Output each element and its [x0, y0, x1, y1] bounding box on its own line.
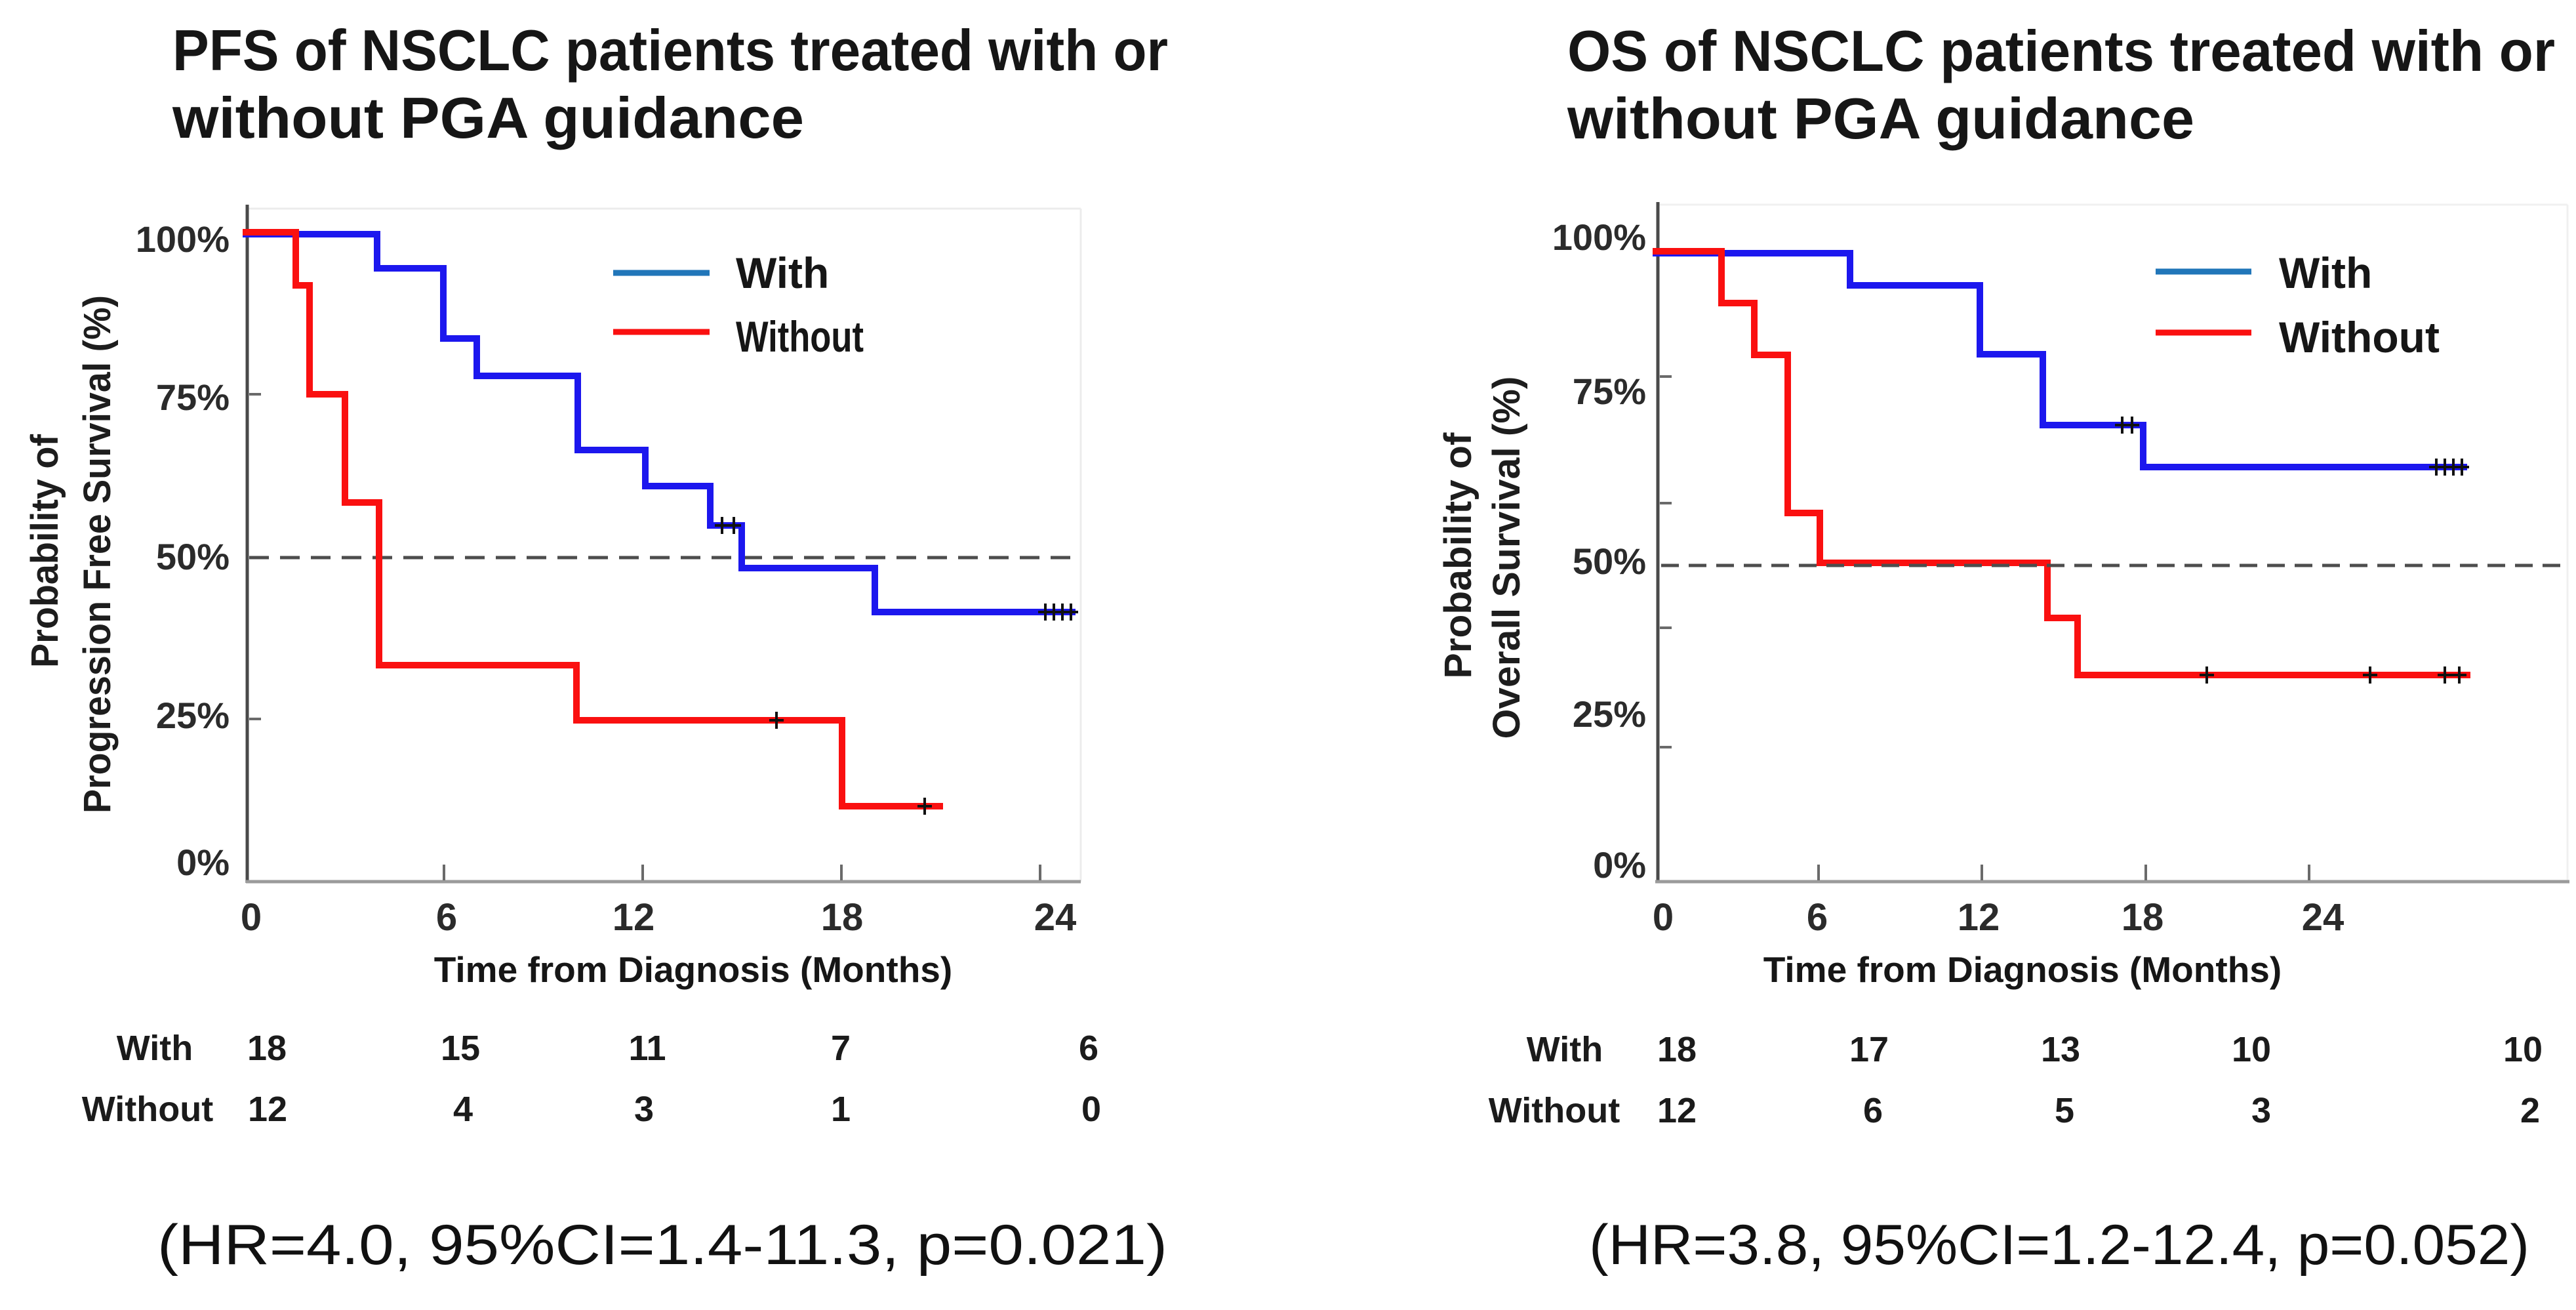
svg-text:With: With	[117, 1029, 193, 1068]
svg-text:50%: 50%	[1573, 541, 1646, 582]
svg-text:Time from Diagnosis (Months): Time from Diagnosis (Months)	[434, 949, 952, 990]
svg-text:75%: 75%	[156, 377, 230, 418]
svg-text:6: 6	[1863, 1091, 1883, 1130]
svg-text:100%: 100%	[136, 218, 230, 260]
svg-text:7: 7	[831, 1029, 851, 1068]
svg-text:3: 3	[634, 1090, 654, 1129]
svg-text:0%: 0%	[1593, 844, 1646, 886]
svg-text:12: 12	[248, 1090, 287, 1129]
svg-text:6: 6	[1079, 1029, 1098, 1068]
svg-text:25%: 25%	[156, 695, 230, 736]
svg-text:50%: 50%	[156, 536, 230, 577]
svg-text:18: 18	[1657, 1030, 1697, 1069]
svg-text:100%: 100%	[1552, 216, 1646, 258]
svg-text:0: 0	[1653, 896, 1674, 939]
svg-text:With: With	[736, 249, 829, 297]
svg-text:(HR=3.8, 95%CI=1.2-12.4, p=0.0: (HR=3.8, 95%CI=1.2-12.4, p=0.052)	[1589, 1214, 2529, 1277]
svg-text:10: 10	[2503, 1030, 2543, 1069]
svg-text:3: 3	[2251, 1091, 2271, 1130]
svg-text:17: 17	[1849, 1030, 1889, 1069]
svg-text:1: 1	[831, 1090, 851, 1129]
svg-text:24: 24	[1034, 896, 1077, 939]
svg-text:4: 4	[453, 1090, 473, 1129]
svg-text:(HR=4.0, 95%CI=1.4-11.3, p=0.0: (HR=4.0, 95%CI=1.4-11.3, p=0.021)	[157, 1214, 1167, 1277]
svg-text:Time from Diagnosis (Months): Time from Diagnosis (Months)	[1763, 949, 2282, 990]
svg-text:Without: Without	[736, 312, 864, 361]
svg-text:12: 12	[1958, 896, 2000, 939]
svg-text:PFS of NSCLC patients treated: PFS of NSCLC patients treated with or	[172, 18, 1168, 83]
svg-text:Without: Without	[1489, 1091, 1620, 1130]
svg-text:Progression Free Survival (%): Progression Free Survival (%)	[76, 295, 119, 813]
svg-text:0%: 0%	[176, 842, 230, 883]
svg-text:With: With	[2279, 249, 2372, 297]
svg-text:With: With	[1527, 1030, 1603, 1069]
svg-text:Without: Without	[2279, 313, 2440, 361]
svg-text:2: 2	[2520, 1091, 2540, 1130]
svg-text:12: 12	[1657, 1091, 1697, 1130]
svg-text:0: 0	[1081, 1090, 1101, 1129]
svg-text:OS of NSCLC patients treated w: OS of NSCLC patients treated with or	[1567, 18, 2555, 83]
svg-text:Overall Survival (%): Overall Survival (%)	[1485, 377, 1528, 739]
svg-text:75%: 75%	[1573, 371, 1646, 412]
svg-text:6: 6	[436, 896, 457, 939]
svg-text:24: 24	[2302, 896, 2345, 939]
svg-text:18: 18	[821, 896, 864, 939]
svg-text:11: 11	[628, 1029, 666, 1068]
svg-text:without PGA guidance: without PGA guidance	[172, 85, 804, 150]
svg-text:15: 15	[441, 1029, 480, 1068]
svg-text:25%: 25%	[1573, 693, 1646, 735]
svg-text:0: 0	[241, 896, 262, 939]
svg-text:Probability of: Probability of	[24, 434, 66, 668]
svg-text:12: 12	[613, 896, 655, 939]
svg-text:6: 6	[1807, 896, 1828, 939]
svg-text:5: 5	[2055, 1091, 2074, 1130]
svg-text:18: 18	[247, 1029, 287, 1068]
svg-text:Probability of: Probability of	[1437, 432, 1479, 679]
svg-text:10: 10	[2232, 1030, 2271, 1069]
svg-text:13: 13	[2041, 1030, 2080, 1069]
svg-text:18: 18	[2122, 896, 2164, 939]
svg-text:without PGA guidance: without PGA guidance	[1567, 86, 2194, 151]
svg-text:Without: Without	[82, 1090, 213, 1129]
